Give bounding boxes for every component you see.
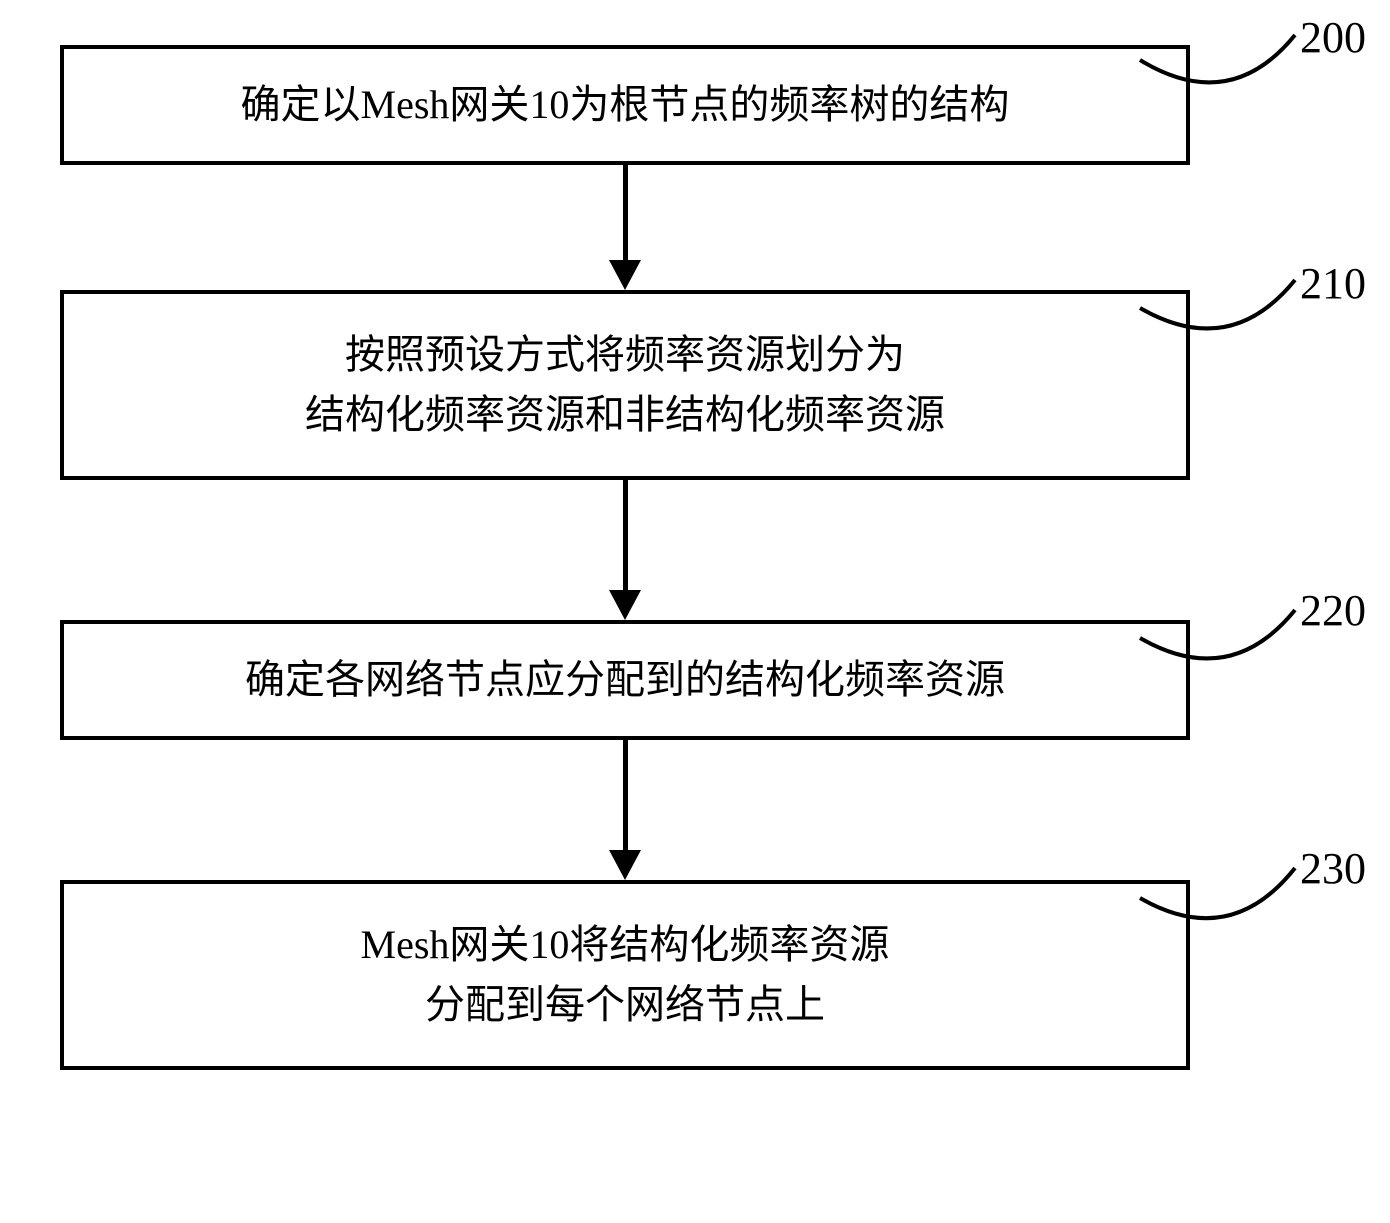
step-number-label-3: 230	[1300, 843, 1366, 894]
flowchart-canvas: 确定以Mesh网关10为根节点的频率树的结构按照预设方式将频率资源划分为结构化频…	[0, 0, 1390, 1223]
arrow-head-0	[609, 260, 641, 290]
flow-step-text: 确定各网络节点应分配到的结构化频率资源	[245, 650, 1005, 710]
step-number-label-0: 200	[1300, 12, 1366, 63]
arrow-line-0	[623, 165, 628, 260]
callout-curve-3	[1135, 863, 1300, 955]
flow-step-text: 按照预设方式将频率资源划分为	[345, 325, 905, 385]
step-number-label-2: 220	[1300, 585, 1366, 636]
step-number-label-1: 210	[1300, 258, 1366, 309]
arrow-head-1	[609, 590, 641, 620]
flow-step-1: 按照预设方式将频率资源划分为结构化频率资源和非结构化频率资源	[60, 290, 1190, 480]
arrow-head-2	[609, 850, 641, 880]
arrow-line-1	[623, 480, 628, 590]
flow-step-text: 分配到每个网络节点上	[425, 975, 825, 1035]
callout-curve-2	[1135, 605, 1300, 695]
flow-step-text: 结构化频率资源和非结构化频率资源	[305, 385, 945, 445]
flow-step-text: Mesh网关10将结构化频率资源	[361, 915, 890, 975]
flow-step-3: Mesh网关10将结构化频率资源分配到每个网络节点上	[60, 880, 1190, 1070]
flow-step-2: 确定各网络节点应分配到的结构化频率资源	[60, 620, 1190, 740]
callout-curve-0	[1135, 30, 1300, 120]
arrow-line-2	[623, 740, 628, 850]
callout-curve-1	[1135, 275, 1300, 365]
flow-step-0: 确定以Mesh网关10为根节点的频率树的结构	[60, 45, 1190, 165]
flow-step-text: 确定以Mesh网关10为根节点的频率树的结构	[241, 75, 1010, 135]
